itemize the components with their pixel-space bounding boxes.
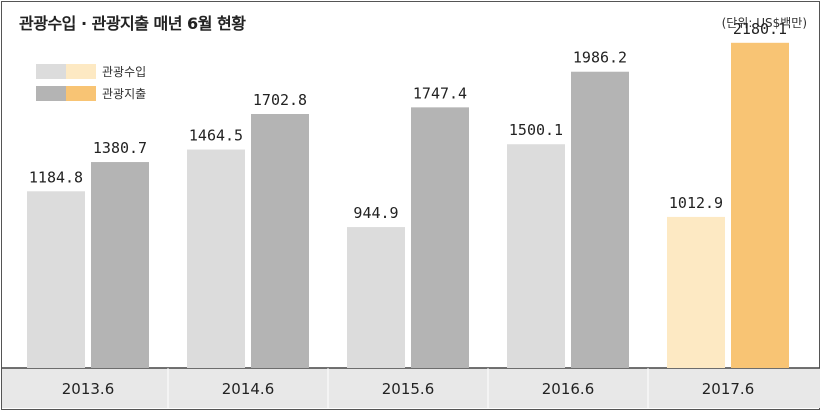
- legend-swatch-highlight-0: [66, 64, 96, 79]
- data-label-income-0: 1184.8: [29, 168, 83, 186]
- bar-income-3: [507, 144, 565, 368]
- bar-expense-2: [411, 107, 469, 369]
- data-label-income-4: 1012.9: [669, 194, 723, 212]
- x-tick-label-0: 2013.6: [62, 380, 115, 398]
- chart-title: 관광수입 · 관광지출 매년 6월 현황: [19, 14, 246, 33]
- legend-swatch-highlight-1: [66, 86, 96, 101]
- data-label-expense-4: 2180.1: [733, 20, 787, 38]
- data-label-income-1: 1464.5: [189, 127, 243, 145]
- data-label-expense-1: 1702.8: [253, 91, 307, 109]
- legend-label-1: 관광지출: [102, 87, 146, 101]
- bar-expense-0: [91, 162, 149, 368]
- x-axis-band: [2, 368, 820, 408]
- bar-income-2: [347, 227, 405, 368]
- data-label-expense-3: 1986.2: [573, 49, 627, 67]
- data-label-income-3: 1500.1: [509, 121, 563, 139]
- x-tick-label-2: 2015.6: [382, 380, 435, 398]
- bar-income-0: [27, 191, 85, 368]
- bar-expense-1: [251, 113, 309, 369]
- x-tick-label-3: 2016.6: [542, 380, 595, 398]
- x-tick-label-1: 2014.6: [222, 380, 275, 398]
- legend-swatch-0: [36, 64, 66, 79]
- bar-income-1: [187, 149, 245, 368]
- x-tick-label-4: 2017.6: [702, 380, 755, 398]
- legend-label-0: 관광수입: [102, 65, 146, 79]
- data-label-expense-2: 1747.4: [413, 84, 467, 102]
- data-label-expense-0: 1380.7: [93, 139, 147, 157]
- unit-label: (단위: US$백만): [721, 16, 807, 30]
- bar-income-4: [667, 216, 725, 368]
- data-label-income-2: 944.9: [353, 204, 398, 222]
- bar-expense-3: [571, 71, 629, 369]
- legend-swatch-1: [36, 86, 66, 101]
- bar-expense-4: [731, 42, 789, 368]
